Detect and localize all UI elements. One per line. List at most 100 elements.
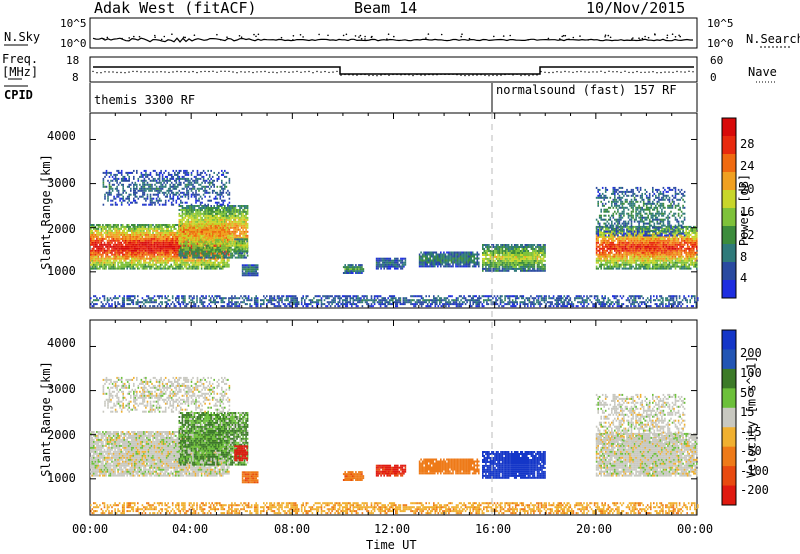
power-cell [241,221,243,223]
power-cell [186,225,188,227]
power-cell [470,262,472,264]
power-cell [186,239,188,241]
power-cell [96,262,98,264]
power-cell [200,243,202,245]
power-cell [247,219,249,221]
power-cell [218,205,220,207]
power-cell [207,251,209,253]
power-cell [472,256,474,258]
power-cell [189,227,191,229]
power-cell [140,266,142,268]
power-cell [531,264,533,266]
power-cell [180,192,182,194]
power-cell [167,266,169,268]
power-cell [246,266,248,268]
power-cell [195,266,197,268]
power-cell [344,264,346,266]
power-cell [114,234,116,236]
power-cell [107,242,109,244]
power-cell [174,256,176,258]
power-cell [134,258,136,260]
power-cell [177,254,179,256]
power-cell [487,252,489,254]
power-cell [210,221,212,223]
power-cell [182,225,184,227]
power-cell [144,204,146,206]
power-cell [190,260,192,262]
power-cell [134,252,136,254]
power-cell [146,234,148,236]
power-cell [210,231,212,233]
power-cell [379,258,381,260]
nave-point [516,74,517,75]
power-cell [198,239,200,241]
power-cell [136,238,138,240]
power-cell [396,266,398,268]
power-cell [186,255,188,257]
power-cell [119,182,121,184]
power-cell [188,194,190,196]
power-cell [198,194,200,196]
power-cell [136,260,138,262]
power-cell [522,244,524,246]
power-cell [151,226,153,228]
power-cell [160,226,162,228]
power-cell [161,238,163,240]
power-cell [164,232,166,234]
power-cell [243,238,245,240]
power-cell [242,240,244,242]
power-cell [185,257,187,259]
power-cell [186,209,188,211]
power-cell [236,209,238,211]
power-cell [428,258,430,260]
power-cell [204,209,206,211]
power-cell [244,209,246,211]
power-cell [167,226,169,228]
power-cell [155,230,157,232]
nsearch-point [428,33,430,35]
power-cell [122,184,124,186]
power-cell [138,190,140,192]
power-cell [167,254,169,256]
power-cell [228,266,230,268]
power-cell [160,170,162,172]
power-cell [203,170,205,172]
power-cell [207,170,209,172]
power-cell [163,238,165,240]
power-cell [184,260,186,262]
power-cell [189,268,191,270]
power-cell [203,194,205,196]
power-cell [101,230,103,232]
power-cell [155,234,157,236]
power-cell [217,217,219,219]
power-cell [157,266,159,268]
power-cell [207,219,209,221]
power-cell [525,260,527,262]
power-cell [218,243,220,245]
power-cell [470,254,472,256]
power-cell [442,258,444,260]
power-cell [457,260,459,262]
power-cell [141,186,143,188]
power-cell [96,260,98,262]
power-cell [210,200,212,202]
power-cell [137,254,139,256]
power-cell [437,260,439,262]
power-cell [119,230,121,232]
power-cell [185,170,187,172]
power-cell [496,270,498,272]
power-cell [235,231,237,233]
power-cell [240,238,242,240]
power-cell [183,213,185,215]
power-cell [212,235,214,237]
power-cell [226,249,228,251]
power-cell [494,268,496,270]
power-cell [195,223,197,225]
power-cell [505,248,507,250]
power-cell [160,230,162,232]
nsearch-point [281,37,283,39]
power-cell [175,232,177,234]
power-cell [149,232,151,234]
power-cell [233,227,235,229]
power-cell [131,260,133,262]
